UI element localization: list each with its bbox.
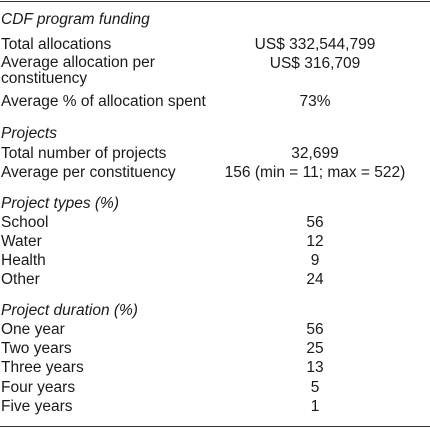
bottom-rule bbox=[0, 426, 430, 427]
row-label: Four years bbox=[1, 379, 76, 396]
row-label: Average per constituency bbox=[1, 164, 176, 181]
row-label: Water bbox=[1, 233, 42, 250]
row-label: Total number of projects bbox=[1, 145, 167, 162]
section-title-projects: Projects bbox=[1, 125, 57, 142]
section-title-duration: Project duration (%) bbox=[1, 302, 138, 319]
row-value: US$ 316,709 bbox=[269, 55, 361, 72]
row-label: Other bbox=[1, 271, 40, 288]
top-rule bbox=[0, 1, 430, 2]
row-value: 24 bbox=[306, 271, 324, 288]
row-label: Two years bbox=[1, 340, 72, 357]
row-value: 32,699 bbox=[291, 145, 339, 162]
row-value: 56 bbox=[306, 214, 324, 231]
section-title-types: Project types (%) bbox=[1, 195, 120, 212]
row-label: Average % of allocation spent bbox=[1, 93, 206, 110]
row-label: School bbox=[1, 214, 49, 231]
row-value: 56 bbox=[306, 321, 324, 338]
row-label: Three years bbox=[1, 359, 84, 376]
row-value: US$ 332,544,799 bbox=[254, 36, 376, 53]
row-value: 73% bbox=[299, 93, 331, 110]
row-value: 1 bbox=[310, 398, 320, 415]
row-label: Health bbox=[1, 252, 46, 269]
row-value: 13 bbox=[306, 359, 324, 376]
row-label: One year bbox=[1, 321, 65, 338]
section-title-funding: CDF program funding bbox=[1, 11, 150, 28]
row-label: Five years bbox=[1, 398, 73, 415]
row-value: 5 bbox=[310, 379, 320, 396]
row-label: Average allocation per constituency bbox=[1, 54, 155, 87]
row-value: 9 bbox=[310, 252, 320, 269]
row-value: 12 bbox=[306, 233, 324, 250]
row-label: Total allocations bbox=[1, 36, 112, 53]
row-value: 156 (min = 11; max = 522) bbox=[224, 164, 406, 181]
row-value: 25 bbox=[306, 340, 324, 357]
